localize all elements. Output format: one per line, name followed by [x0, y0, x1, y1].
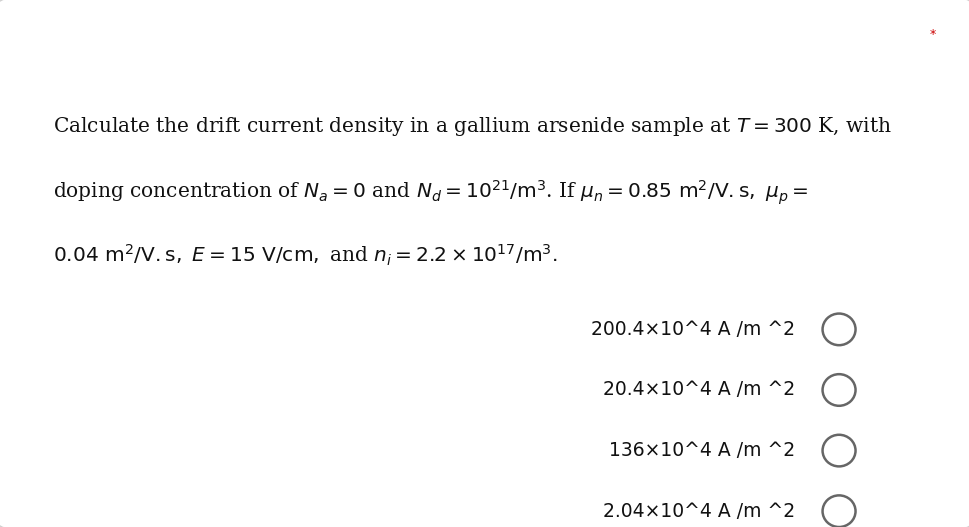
Ellipse shape [822, 495, 855, 527]
Ellipse shape [822, 435, 855, 466]
Text: 2.04×10^4 A /m ^2: 2.04×10^4 A /m ^2 [603, 502, 795, 521]
Text: 200.4×10^4 A /m ^2: 200.4×10^4 A /m ^2 [591, 320, 795, 339]
Text: 136×10^4 A /m ^2: 136×10^4 A /m ^2 [609, 441, 795, 460]
Ellipse shape [822, 314, 855, 345]
Text: 20.4×10^4 A /m ^2: 20.4×10^4 A /m ^2 [603, 380, 795, 399]
Text: Calculate the drift current density in a gallium arsenide sample at $T = 300$ K,: Calculate the drift current density in a… [53, 115, 891, 138]
Text: *: * [929, 28, 935, 41]
Text: doping concentration of $N_a = 0$ and $N_d = 10^{21}/\mathrm{m}^3$. If $\mu_n = : doping concentration of $N_a = 0$ and $N… [53, 178, 808, 207]
Ellipse shape [822, 374, 855, 406]
Text: $0.04\ \mathrm{m}^2/\mathrm{V.s},\ E = 15\ \mathrm{V/cm},$ and $n_i = 2.2 \times: $0.04\ \mathrm{m}^2/\mathrm{V.s},\ E = 1… [53, 243, 557, 268]
